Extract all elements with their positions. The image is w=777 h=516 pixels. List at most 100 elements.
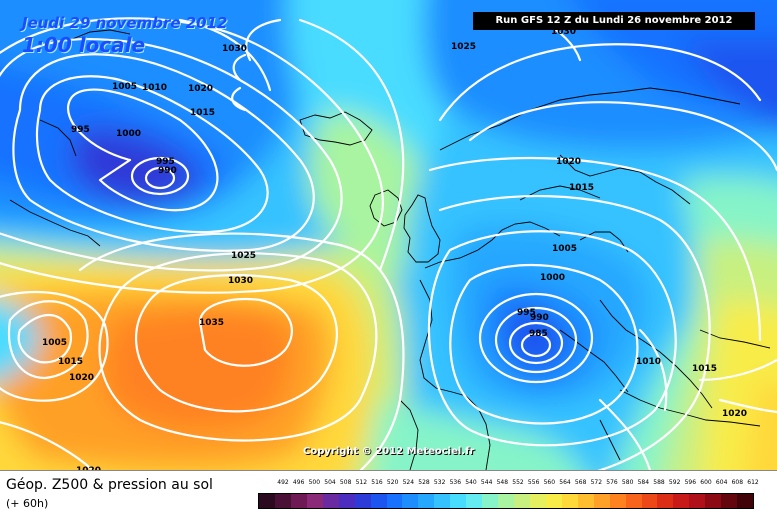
scale-label: 524 <box>402 479 415 486</box>
isobar-label: 1010 <box>636 357 661 367</box>
scale-label: 528 <box>418 479 430 486</box>
scale-swatch <box>577 494 594 508</box>
scale-label: 516 <box>371 479 383 486</box>
isobar-label: 995 <box>517 308 536 318</box>
scale-swatch <box>434 494 451 508</box>
scale-swatch <box>561 494 578 508</box>
scale-label: 504 <box>324 479 336 486</box>
isobar-label: 985 <box>529 329 548 339</box>
scale-swatch <box>689 494 706 508</box>
scale-swatch <box>450 494 467 508</box>
scale-swatch <box>482 494 499 508</box>
isobar-label: 1020 <box>76 466 101 470</box>
scale-swatch <box>657 494 674 508</box>
forecast-horizon: (+ 60h) <box>6 497 49 510</box>
scale-label: 604 <box>715 479 728 486</box>
coastlines <box>9 29 771 470</box>
scale-label: 580 <box>621 479 634 486</box>
chart-title: Géop. Z500 & pression au sol <box>6 477 213 493</box>
isobar-label: 1015 <box>692 364 717 374</box>
isobar-label: 995 <box>156 157 175 167</box>
scale-label: 584 <box>637 479 650 486</box>
scale-swatch <box>641 494 658 508</box>
legend-footer: Géop. Z500 & pression au sol (+ 60h) 492… <box>0 470 777 516</box>
copyright-notice: Copyright © 2012 Meteociel.fr <box>303 446 475 457</box>
isobar-label: 1000 <box>540 273 565 283</box>
scale-swatch <box>498 494 514 508</box>
scale-swatch <box>737 494 753 508</box>
isobars <box>0 17 777 470</box>
isobar-label: 1020 <box>722 409 747 419</box>
scale-label: 588 <box>653 479 665 486</box>
scale-swatch <box>673 494 690 508</box>
isobar-label: 1015 <box>58 357 83 367</box>
scale-label: 532 <box>433 479 446 486</box>
isobar-label: 1030 <box>551 27 576 37</box>
scale-label: 508 <box>339 479 352 486</box>
scale-swatch <box>466 494 483 508</box>
scale-label: 596 <box>684 479 697 486</box>
isobar-label: 1035 <box>199 318 224 328</box>
scale-swatch <box>290 494 307 508</box>
scale-label: 552 <box>512 479 524 486</box>
isobar-label: 1025 <box>451 42 476 52</box>
isobar-label: 1005 <box>552 244 577 254</box>
scale-swatch <box>705 494 722 508</box>
scale-label: 500 <box>308 479 321 486</box>
isobar-label: 1005 <box>112 82 137 92</box>
isobar-label: 1015 <box>569 183 594 193</box>
forecast-time: 1:00 locale <box>22 33 146 57</box>
isobar-label: 1020 <box>69 373 94 383</box>
scale-swatch <box>354 494 371 508</box>
pressure-map: 1030 1025 1030 1005 1010 1020 1015 995 1… <box>0 0 777 470</box>
isobar-label: 990 <box>530 313 549 323</box>
isobar-label: 1010 <box>142 83 167 93</box>
scale-swatch <box>721 494 738 508</box>
color-scale-bar <box>258 493 754 509</box>
scale-label: 520 <box>386 479 399 486</box>
scale-swatch <box>593 494 610 508</box>
scale-label: 600 <box>700 479 712 486</box>
scale-label: 548 <box>496 479 509 486</box>
scale-swatch <box>545 494 562 508</box>
scale-label: 560 <box>543 479 556 486</box>
scale-label: 564 <box>559 479 571 486</box>
run-label: Run GFS 12 Z du Lundi 26 novembre 2012 <box>473 12 755 30</box>
scale-swatch <box>514 494 530 508</box>
scale-swatch <box>402 494 419 508</box>
forecast-date: Jeudi 29 novembre 2012 <box>22 14 228 32</box>
scale-label: 512 <box>355 479 368 486</box>
scale-label: 568 <box>574 479 587 486</box>
isobar-label: 1000 <box>116 129 141 139</box>
isobar-labels: 1030 1025 1030 1005 1010 1020 1015 995 1… <box>42 27 747 470</box>
scale-swatch <box>418 494 435 508</box>
scale-label: 496 <box>292 479 305 486</box>
scale-label: 572 <box>590 479 603 486</box>
scale-label: 544 <box>480 479 493 486</box>
scale-label: 592 <box>668 479 681 486</box>
isobar-label: 1020 <box>556 157 581 167</box>
isobar-label: 1030 <box>228 276 253 286</box>
scale-swatch <box>625 494 642 508</box>
scale-swatch <box>274 494 291 508</box>
isobar-label: 1005 <box>42 338 67 348</box>
scale-label: 576 <box>606 479 618 486</box>
isobar-label: 990 <box>158 166 177 176</box>
scale-label: 612 <box>747 479 759 486</box>
scale-swatch <box>338 494 355 508</box>
color-scale-labels: 492 496 500 504 508 512 516 520 524 528 532 536 540 5… <box>277 479 758 491</box>
scale-label: 608 <box>731 479 744 486</box>
isobar-label: 1030 <box>222 44 247 54</box>
scale-label: 492 <box>277 479 289 486</box>
isobar-label: 1025 <box>231 251 256 261</box>
scale-swatch <box>306 494 323 508</box>
scale-swatch <box>259 494 275 508</box>
scale-swatch <box>386 494 403 508</box>
scale-swatch <box>529 494 546 508</box>
scale-swatch <box>322 494 339 508</box>
scale-label: 540 <box>465 479 477 486</box>
isobar-label: 1020 <box>188 84 213 94</box>
scale-swatch <box>609 494 626 508</box>
scale-label: 556 <box>527 479 540 486</box>
